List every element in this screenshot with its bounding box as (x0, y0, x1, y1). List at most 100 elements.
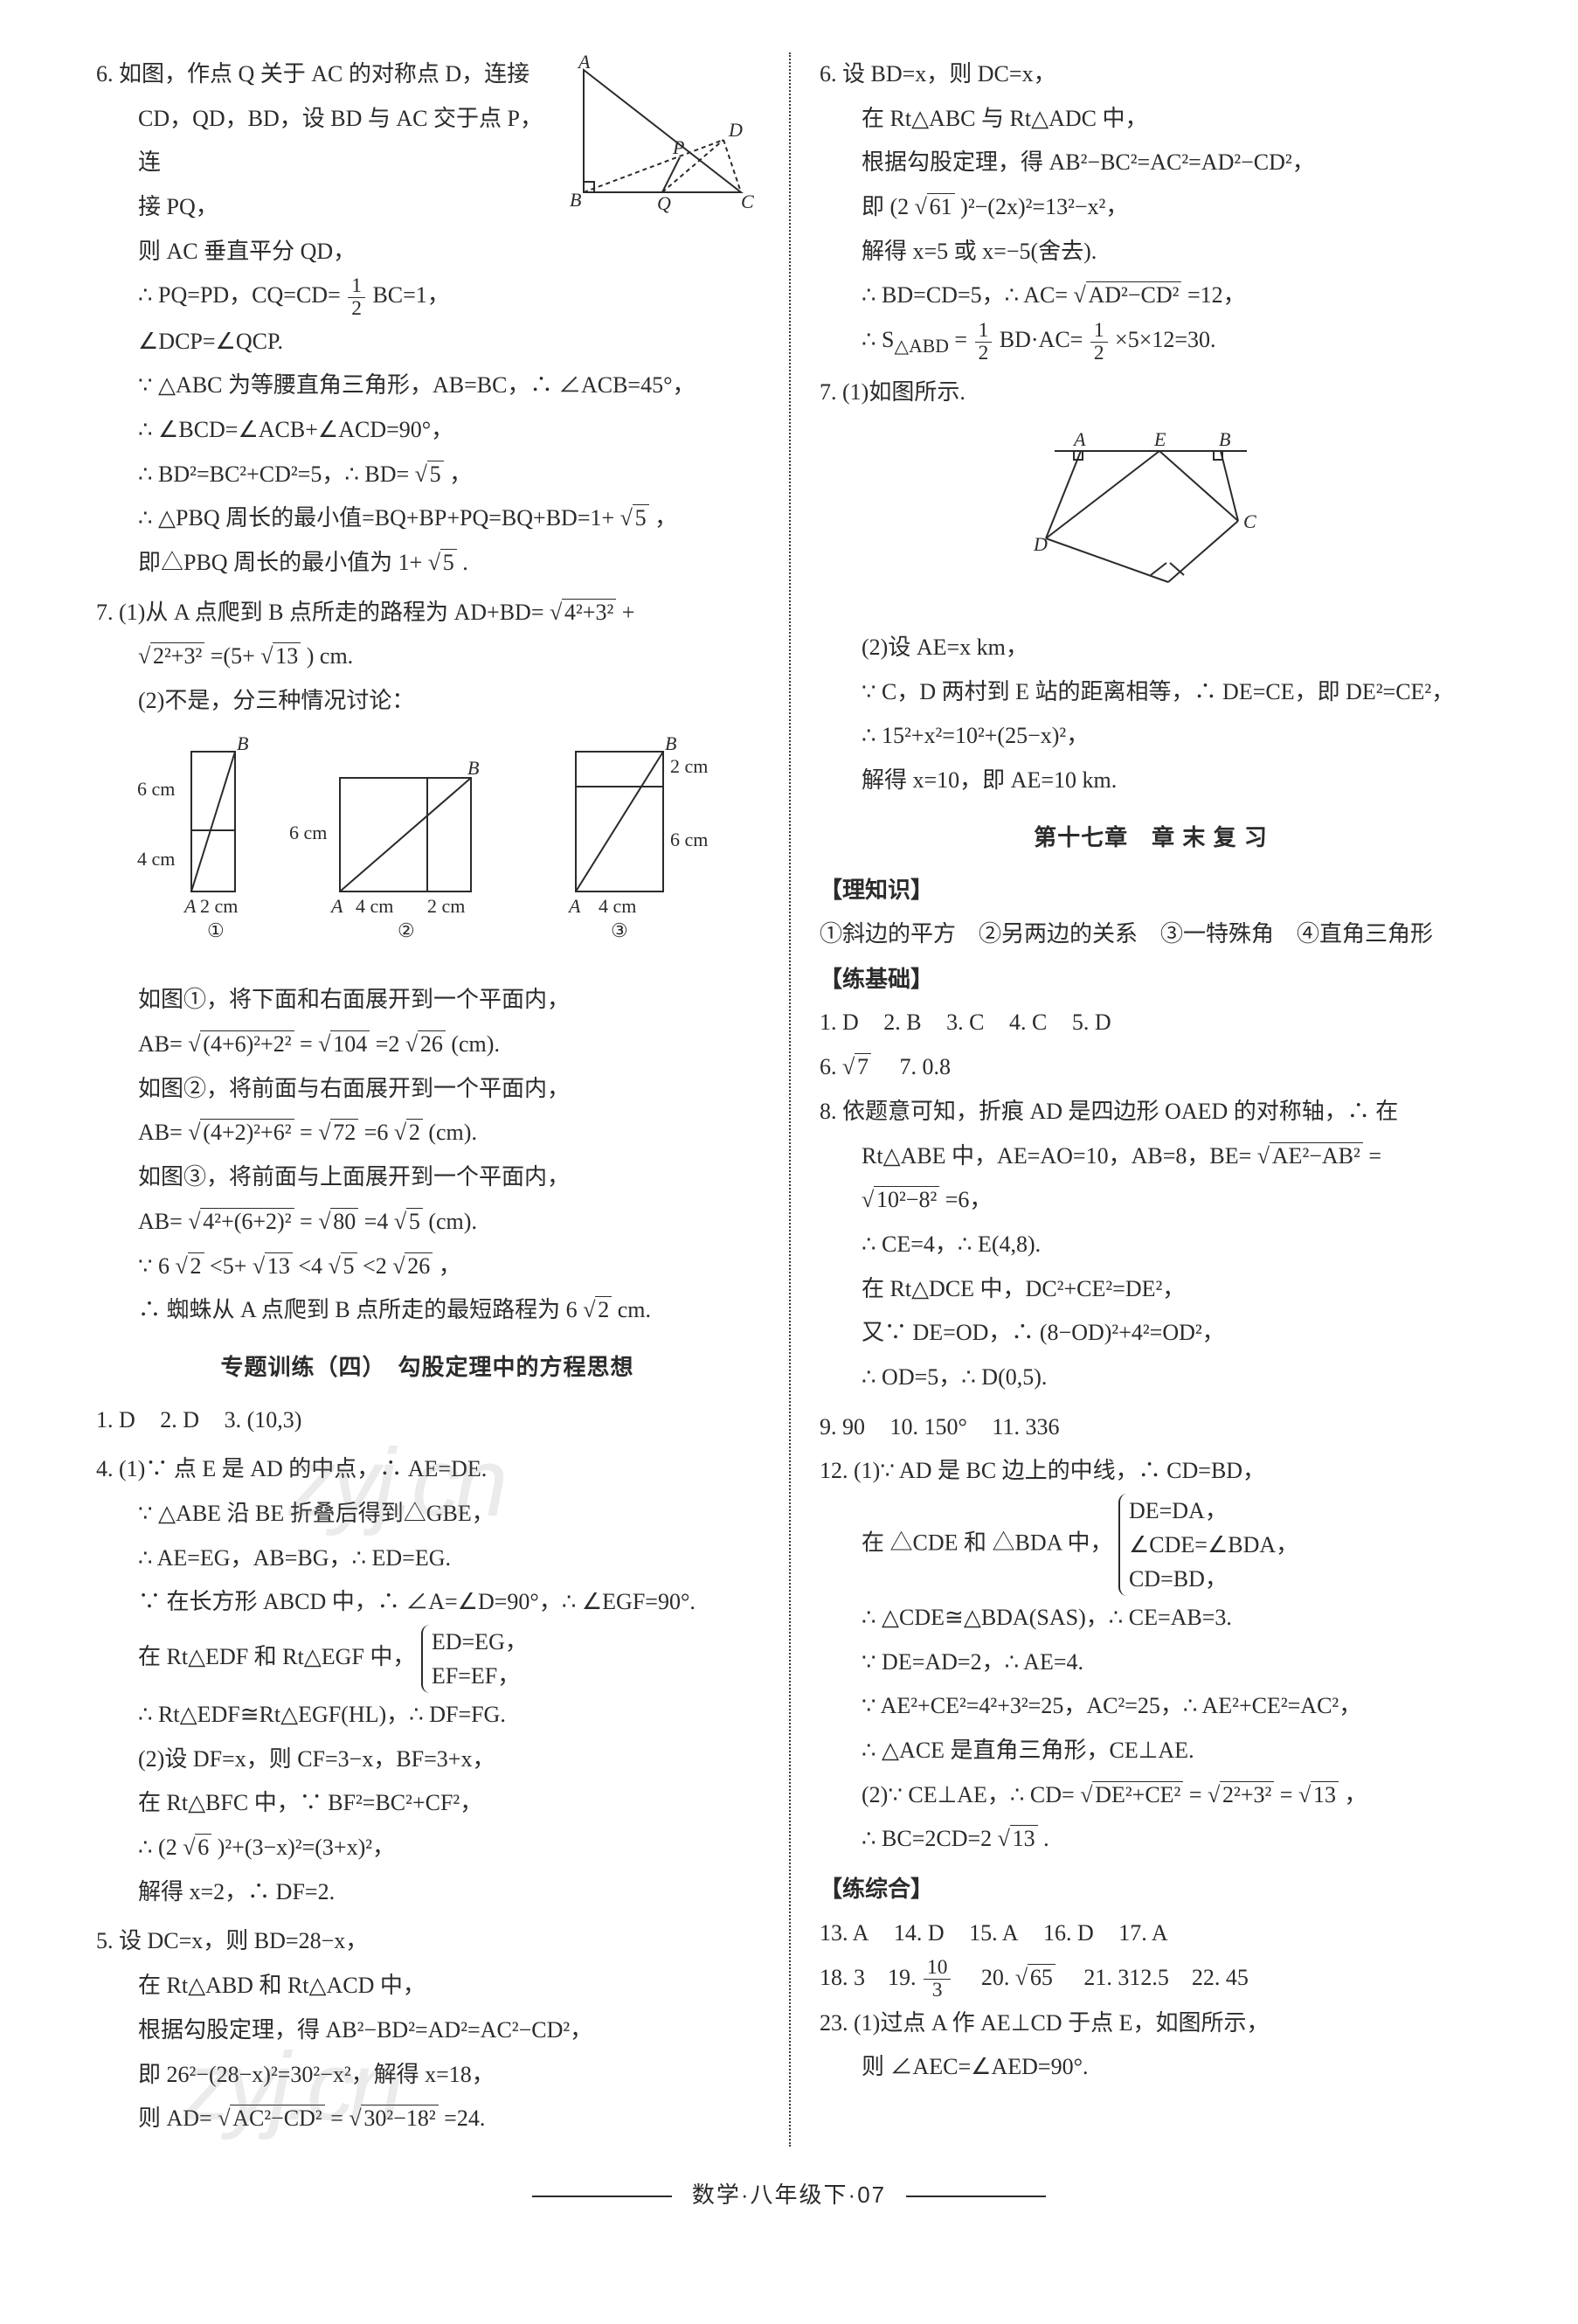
svg-text:Q: Q (657, 192, 671, 214)
l: 即 (2 61 )²−(2x)²=13²−x²， (820, 185, 1482, 230)
t: AC²−CD² (230, 2105, 325, 2131)
a3: 3. (10,3) (225, 1407, 302, 1433)
l: 即 26²−(28−x)²=30²−x²，解得 x=18， (96, 2053, 758, 2098)
q6-l6: ∠DCP=∠QCP. (96, 320, 758, 364)
l: 12. (1)∵ AD 是 BC 边上的中线，∴ CD=BD， (820, 1449, 1482, 1494)
frac-half: 12 (1089, 320, 1110, 364)
q6-l10: ∴ △PBQ 周长的最小值=BQ+BP+PQ=BQ+BD=1+ 5 ， (96, 496, 758, 541)
l: 解得 x=2，∴ DF=2. (96, 1870, 758, 1915)
l: 根据勾股定理，得 AB²−BD²=AD²=AC²−CD²， (96, 2008, 758, 2053)
sqrt: 26 (392, 1245, 433, 1289)
t: =4 (364, 1209, 389, 1234)
row9: 9. 90 10. 150° 11. 336 (820, 1405, 1482, 1450)
t: AB= (138, 1209, 183, 1234)
t: 5 (633, 504, 649, 531)
t: AB= (138, 1120, 183, 1145)
t: 65 (1028, 1964, 1055, 1990)
q7-c1a: 如图①，将下面和右面展开到一个平面内， (96, 978, 758, 1023)
t: 13 (1311, 1781, 1339, 1807)
l: ∵ DE=AD=2，∴ AE=4. (820, 1641, 1482, 1685)
q7-l2: 2²+3² =(5+ 13 ) cm. (96, 635, 758, 679)
knowledge-label: 【理知识】 (820, 868, 1482, 912)
l: 解得 x=10，即 AE=10 km. (820, 759, 1482, 803)
t: <2 (363, 1253, 387, 1279)
svg-text:A: A (1072, 428, 1086, 450)
topic4-q4: 4. (1)∵ 点 E 是 AD 的中点，∴ AE=DE. ∵ △ABE 沿 B… (96, 1447, 758, 1914)
q7-c3b: AB= 4²+(6+2)² = 80 =4 5 (cm). (96, 1200, 758, 1245)
t: . (462, 550, 468, 575)
q7-l3: (2)不是，分三种情况讨论： (96, 679, 758, 724)
t: Rt△ABE 中，AE=AO=10，AB=8，BE= (862, 1143, 1251, 1169)
footer-rule-right (906, 2196, 1046, 2197)
l: ∵ C，D 两村到 E 站的距离相等，∴ DE=CE，即 DE²=CE²， (820, 670, 1482, 715)
q7-c3a: 如图③，将前面与上面展开到一个平面内， (96, 1155, 758, 1200)
l: 在 Rt△EDF 和 Rt△EGF 中， ED=EG， EF=EF， (96, 1625, 758, 1693)
left-column: A B C D P Q 6. 如图，作点 Q 关于 AC 的对称点 D，连接 C… (79, 52, 776, 2147)
q7-three-figs: 6 cm 4 cm A 2 cm B ① 6 cm A 4 cm 2 cm B … (96, 734, 758, 968)
r-q7-fig: A E B D C (820, 425, 1482, 615)
sqrt: 13 (260, 635, 301, 679)
t: )²−(2x)²=13²−x²， (960, 194, 1128, 219)
sqrt: 5 (428, 541, 457, 586)
t: =6， (945, 1187, 993, 1212)
sqrt: 104 (318, 1023, 370, 1067)
t: BD·AC= (1000, 327, 1083, 352)
brace: ED=EG， EF=EF， (421, 1625, 528, 1693)
t: AB= (138, 1031, 183, 1057)
l: (2)设 DF=x，则 CF=3−x，BF=3+x， (96, 1738, 758, 1782)
q6-l8: ∴ ∠BCD=∠ACB+∠ACD=90°， (96, 408, 758, 453)
topic4-q5: 5. 设 DC=x，则 BD=28−x， 在 Rt△ABD 和 Rt△ACD 中… (96, 1919, 758, 2140)
t: 5 (341, 1252, 357, 1279)
t: 80 (330, 1208, 358, 1234)
sqrt: 5 (329, 1245, 357, 1289)
svg-text:B: B (1219, 428, 1230, 450)
svg-text:③: ③ (611, 919, 628, 941)
l: 6. 设 BD=x，则 DC=x， (820, 52, 1482, 97)
t: 则 AD= (138, 2105, 212, 2131)
l: ∵ AE²+CE²=4²+3²=25，AC²=25，∴ AE²+CE²=AC²， (820, 1684, 1482, 1729)
frac: 10 3 (922, 1957, 952, 2001)
t: 104 (330, 1030, 370, 1057)
sqrt: 2²+3² (1208, 1773, 1274, 1818)
t: 13 (1010, 1825, 1038, 1851)
t: =2 (376, 1031, 400, 1057)
l: ∴ OD=5，∴ D(0,5). (820, 1356, 1482, 1400)
q6-l5-pre: ∴ PQ=PD，CQ=CD= (138, 282, 341, 308)
svg-text:B: B (237, 732, 248, 754)
svg-text:6 cm: 6 cm (137, 778, 175, 800)
sqrt: 2 (394, 1111, 423, 1155)
t: ， (1344, 1782, 1367, 1807)
l: ∴ AE=EG，AB=BG，∴ ED=EG. (96, 1537, 758, 1581)
sqrt: 5 (620, 496, 649, 541)
t: = (954, 327, 967, 352)
t: ∠CDE=∠BDA， (1129, 1528, 1298, 1562)
q6-l9: ∴ BD²=BC²+CD²=5，∴ BD= 5 ， (96, 453, 758, 497)
sqrt: AE²−AB² (1257, 1134, 1363, 1179)
t: =6 (364, 1120, 389, 1145)
t: ∴ BD²=BC²+CD²=5，∴ BD= (138, 461, 409, 487)
t: 16. D (1043, 1920, 1094, 1946)
t: = (300, 1031, 313, 1057)
l: Rt△ABE 中，AE=AO=10，AB=8，BE= AE²−AB² = (820, 1134, 1482, 1179)
t: 5 (427, 461, 444, 487)
q7-block: 7. (1)从 A 点爬到 B 点所走的路程为 AD+BD= 4²+3² + 2… (96, 591, 758, 1333)
t: ×5×12=30. (1115, 327, 1216, 352)
svg-text:2 cm: 2 cm (670, 755, 708, 777)
t: . (1043, 1826, 1049, 1851)
l: (2)设 AE=x km， (820, 626, 1482, 670)
sqrt: 5 (415, 453, 444, 497)
l: 8. 依题意可知，折痕 AD 是四边形 OAED 的对称轴，∴ 在 (820, 1090, 1482, 1134)
sqrt: 65 (1015, 1956, 1055, 2001)
t: 30²−18² (361, 2105, 438, 2131)
svg-text:B: B (570, 189, 581, 211)
sqrt: 72 (318, 1111, 358, 1155)
t: <5+ (210, 1253, 246, 1279)
t: 72 (330, 1119, 358, 1145)
t: 17. A (1118, 1920, 1167, 1946)
t: (cm). (428, 1120, 477, 1145)
l: 又∵ DE=OD，∴ (8−OD)²+4²=OD²， (820, 1311, 1482, 1356)
t: 10 (924, 1957, 951, 1980)
t: = (330, 2105, 343, 2131)
sub: △ABD (895, 336, 949, 357)
r-q6: 6. 设 BD=x，则 DC=x， 在 Rt△ABC 与 Rt△ADC 中， 根… (820, 52, 1482, 365)
